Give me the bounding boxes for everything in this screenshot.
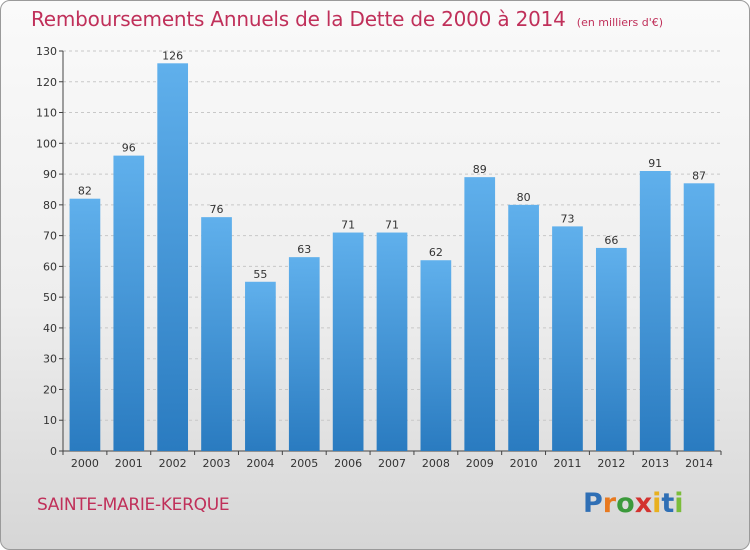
chart-title: Remboursements Annuels de la Dette de 20… xyxy=(31,7,566,31)
commune-name: SAINTE-MARIE-KERQUE xyxy=(37,495,230,515)
bar-value-label: 87 xyxy=(692,169,706,182)
x-tick-label: 2000 xyxy=(71,457,99,470)
x-tick-label: 2008 xyxy=(422,457,450,470)
bar xyxy=(639,171,671,451)
bar-value-label: 55 xyxy=(253,268,267,281)
bar-value-label: 89 xyxy=(473,163,487,176)
y-tick-label: 10 xyxy=(43,414,57,427)
y-tick-label: 20 xyxy=(43,383,57,396)
bar-value-labels: 82 96 126 76 55 63 71 71 62 89 80 73 66 91 87 xyxy=(78,49,706,280)
logo-letter: t xyxy=(661,488,675,519)
bar xyxy=(376,232,408,451)
x-tick-label: 2007 xyxy=(378,457,406,470)
bar-value-label: 80 xyxy=(517,191,531,204)
logo-letter: r xyxy=(602,488,617,519)
x-axis-ticks: 2000 2001 2002 2003 2004 2005 2006 2007 2008 2009… xyxy=(62,451,722,470)
bar-value-label: 126 xyxy=(162,49,183,62)
y-axis-ticks: 0 10 20 30 40 50 60 70 80 90 100 110 120 130 xyxy=(36,45,63,458)
y-tick-label: 90 xyxy=(43,168,57,181)
x-tick-label: 2002 xyxy=(159,457,187,470)
y-tick-label: 130 xyxy=(36,45,57,58)
x-tick-label: 2010 xyxy=(510,457,538,470)
y-tick-label: 0 xyxy=(50,445,57,458)
bar-value-label: 66 xyxy=(604,234,618,247)
y-tick-label: 120 xyxy=(36,76,57,89)
y-tick-label: 110 xyxy=(36,107,57,120)
logo-letter: i xyxy=(674,488,684,519)
x-tick-label: 2004 xyxy=(246,457,274,470)
bar xyxy=(245,281,276,451)
x-tick-label: 2005 xyxy=(290,457,318,470)
bar-value-label: 91 xyxy=(648,157,662,170)
y-tick-label: 40 xyxy=(43,322,57,335)
bar-value-label: 71 xyxy=(341,219,355,232)
proxiti-logo: Proxiti xyxy=(583,488,684,519)
y-tick-label: 60 xyxy=(43,260,57,273)
x-tick-label: 2009 xyxy=(466,457,494,470)
y-tick-label: 80 xyxy=(43,199,57,212)
bar xyxy=(595,247,627,451)
bar-value-label: 73 xyxy=(560,212,574,225)
chart-subtitle: (en milliers d'€) xyxy=(576,16,664,29)
bar-value-label: 63 xyxy=(297,243,311,256)
bar-value-label: 96 xyxy=(122,142,136,155)
bar-value-label: 82 xyxy=(78,185,92,198)
x-tick-label: 2011 xyxy=(553,457,581,470)
x-tick-label: 2013 xyxy=(641,457,669,470)
x-tick-label: 2012 xyxy=(597,457,625,470)
chart-title-block: Remboursements Annuels de la Dette de 20… xyxy=(31,7,663,31)
bar xyxy=(420,260,452,451)
bar xyxy=(157,63,189,452)
bar xyxy=(69,198,101,451)
bar xyxy=(332,232,364,451)
bar-value-label: 71 xyxy=(385,219,399,232)
bar xyxy=(508,204,539,451)
bar-value-label: 76 xyxy=(210,203,224,216)
x-tick-label: 2001 xyxy=(115,457,143,470)
x-tick-label: 2014 xyxy=(685,457,713,470)
y-tick-label: 30 xyxy=(43,353,57,366)
x-tick-label: 2006 xyxy=(334,457,362,470)
y-tick-label: 70 xyxy=(43,230,57,243)
bar-value-label: 62 xyxy=(429,246,443,259)
y-tick-label: 100 xyxy=(36,137,57,150)
logo-letter: P xyxy=(583,488,603,519)
x-tick-label: 2003 xyxy=(203,457,231,470)
bar xyxy=(464,177,496,451)
bar xyxy=(288,257,320,451)
y-tick-label: 50 xyxy=(43,291,57,304)
bar xyxy=(113,155,145,451)
logo-letter: i xyxy=(652,488,662,519)
chart-bars xyxy=(69,63,715,452)
logo-letter: x xyxy=(634,488,653,519)
logo-letter: o xyxy=(616,488,635,519)
bar xyxy=(683,183,715,452)
bar xyxy=(552,226,583,451)
bar xyxy=(201,217,232,451)
